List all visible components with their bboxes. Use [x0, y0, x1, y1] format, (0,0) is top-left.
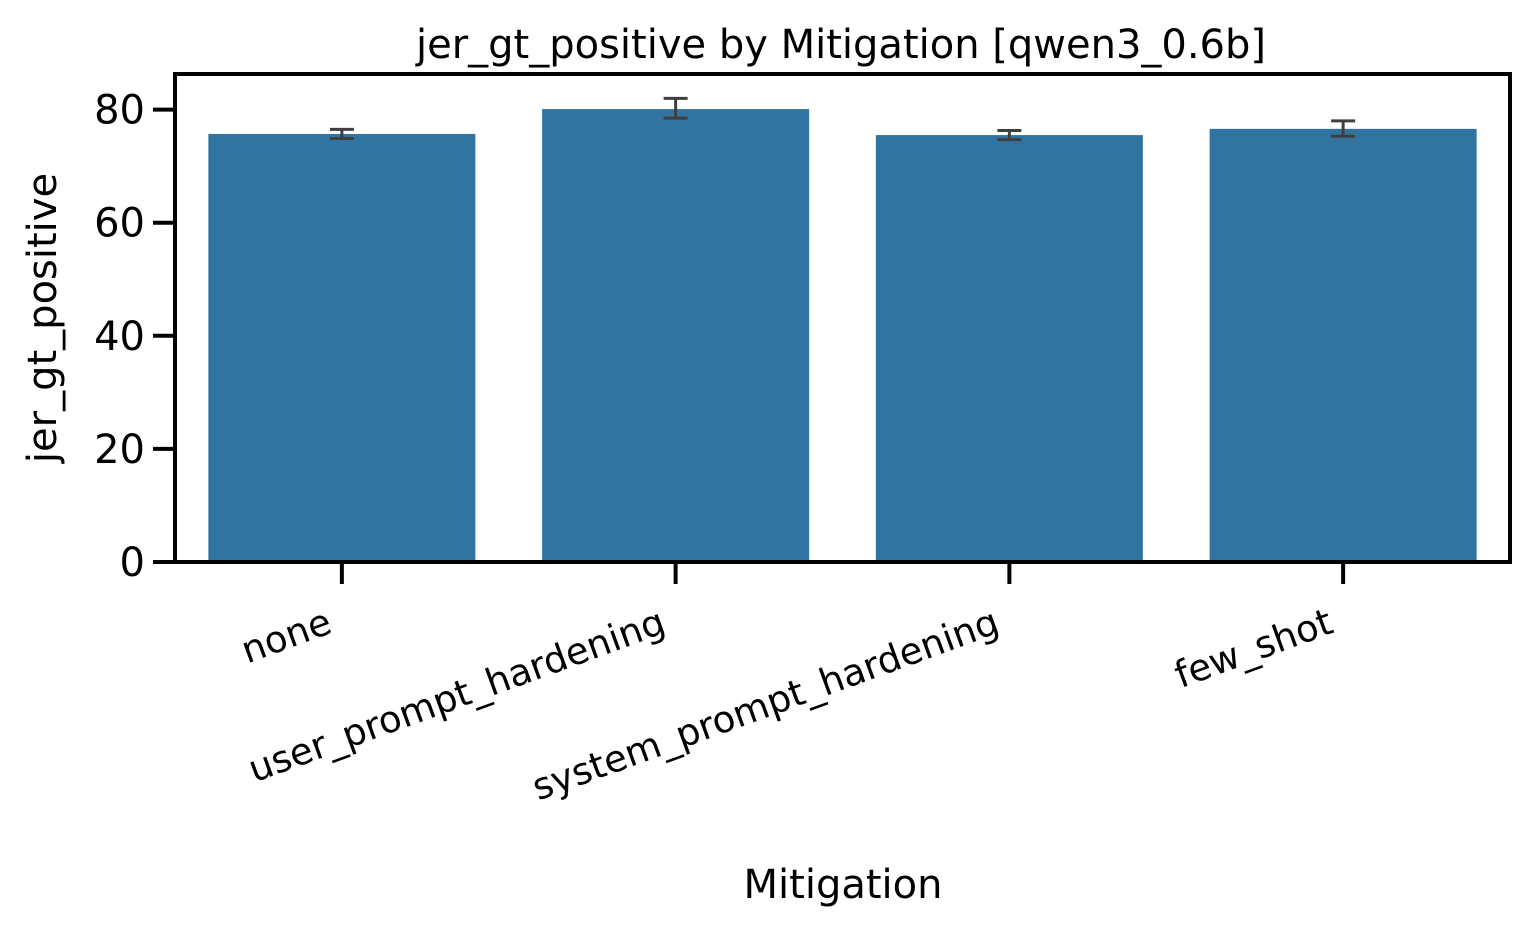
- y-tick-label-0: 0: [120, 540, 145, 586]
- y-axis-label: jer_gt_positive: [20, 173, 66, 464]
- error-bar-user_prompt_hardening: [663, 96, 688, 120]
- x-axis-label: Mitigation: [744, 862, 943, 908]
- chart-title: jer_gt_positive by Mitigation [qwen3_0.6…: [415, 22, 1266, 68]
- error-bar-few_shot: [1331, 119, 1356, 138]
- y-tick-label-20: 20: [94, 427, 145, 473]
- error-bar-system_prompt_hardening: [997, 129, 1022, 142]
- bars-group: [208, 109, 1477, 563]
- error-bar-none: [329, 127, 354, 140]
- bar-few_shot: [1209, 128, 1477, 562]
- error-bars-group: [329, 96, 1356, 142]
- x-tick-label-none: none: [236, 600, 337, 672]
- x-tick-label-few_shot: few_shot: [1169, 600, 1338, 697]
- y-tick-label-80: 80: [94, 88, 145, 134]
- plot-frame: [173, 72, 1512, 564]
- y-tick-label-60: 60: [94, 201, 145, 247]
- bar-user_prompt_hardening: [542, 109, 810, 563]
- bar-system_prompt_hardening: [875, 135, 1143, 562]
- y-axis: 0 20 40 60 80: [94, 88, 175, 586]
- x-axis: noneuser_prompt_hardeningsystem_prompt_h…: [236, 562, 1346, 809]
- bar-none: [208, 133, 476, 562]
- y-tick-label-40: 40: [94, 314, 145, 360]
